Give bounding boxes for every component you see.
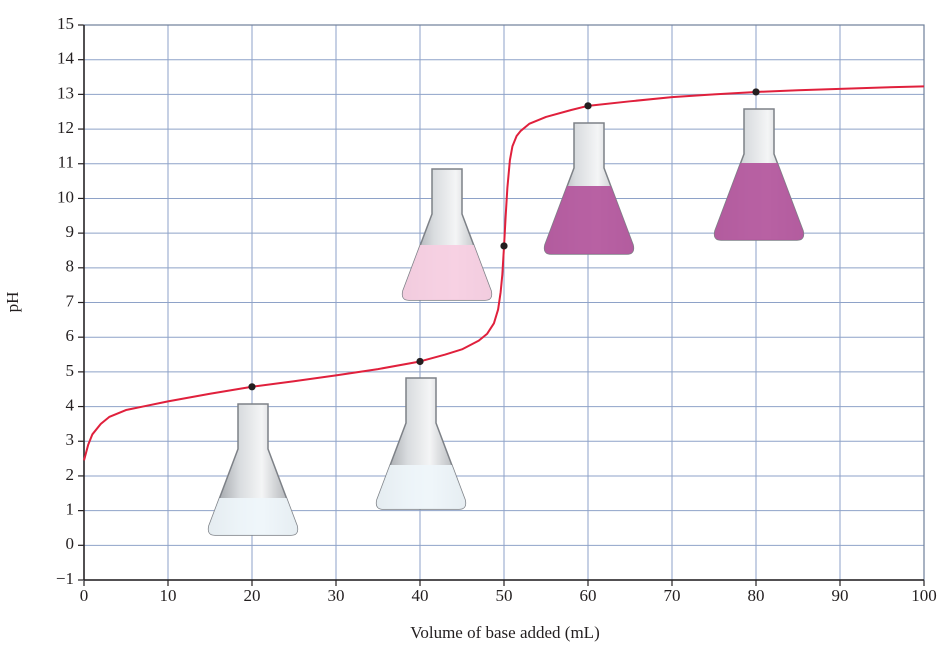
y-tick-label: 5 [66,361,75,380]
y-tick-label: 11 [58,153,74,172]
y-tick-label: 10 [57,187,74,206]
titration-curve [83,85,925,461]
plot-area: 0 10 20 30 40 50 60 70 80 90 100−10123456789101112… [56,14,937,605]
x-tick-label: 0 [80,586,89,605]
x-axis-label: Volume of base added (mL) [410,623,599,642]
y-tick-label: 9 [66,222,75,241]
flask [401,168,493,301]
y-axis-label: pH [3,292,22,313]
x-tick-label: 20 [244,586,261,605]
y-tick-label: 14 [57,49,75,68]
y-tick-label: 1 [66,500,75,519]
flask [543,122,635,255]
x-tick-label: 100 [911,586,937,605]
y-tick-label: 13 [57,83,74,102]
y-tick-label: 2 [66,465,75,484]
y-tick-label: 12 [57,118,74,137]
y-tick-label: −1 [56,569,74,588]
x-tick-label: 50 [496,586,513,605]
x-tick-label: 90 [832,586,849,605]
y-tick-label: 8 [66,257,75,276]
y-tick-label: 3 [66,430,75,449]
data-point [752,88,760,96]
x-tick-label: 70 [664,586,681,605]
flask [375,377,467,510]
flask [207,403,299,536]
y-tick-label: 6 [66,326,75,345]
x-tick-label: 40 [412,586,429,605]
data-point [416,357,424,366]
y-tick-label: 15 [57,14,74,33]
y-tick-label: 7 [66,291,75,310]
x-tick-label: 30 [328,586,345,605]
data-point [584,102,592,110]
data-layer [83,85,925,461]
x-tick-label: 80 [748,586,765,605]
y-tick-label: 0 [66,534,75,553]
data-point [500,242,508,250]
x-tick-label: 10 [160,586,177,605]
data-point [248,383,256,391]
y-tick-label: 4 [66,395,75,414]
x-tick-label: 60 [580,586,597,605]
